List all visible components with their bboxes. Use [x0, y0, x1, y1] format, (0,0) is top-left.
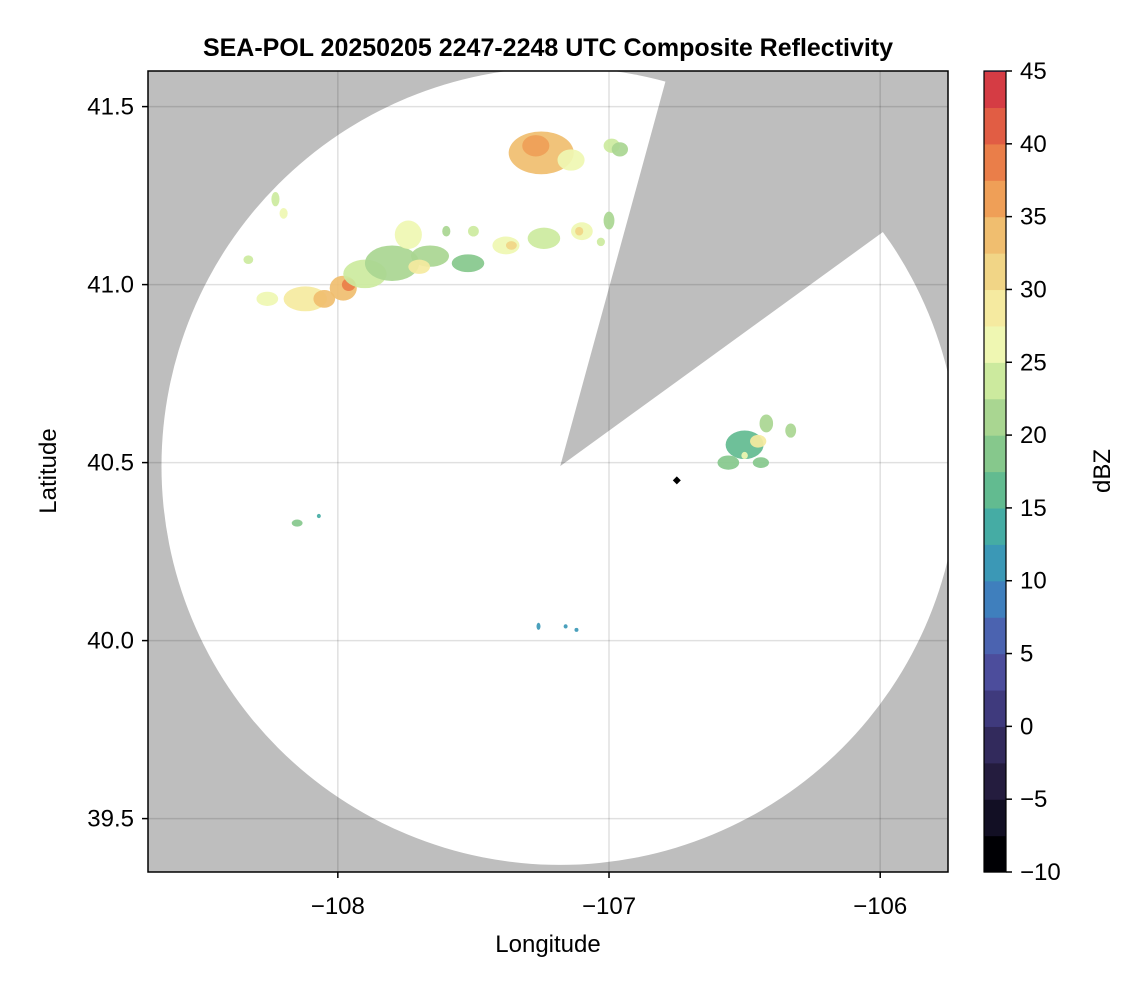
reflectivity-cell: [468, 225, 479, 237]
reflectivity-cell: [291, 519, 303, 527]
colorbar-segment: [984, 362, 1006, 400]
reflectivity-cell: [563, 624, 568, 629]
colorbar-segment: [984, 107, 1006, 145]
reflectivity-cell: [522, 135, 550, 157]
colorbar-segment: [984, 580, 1006, 618]
colorbar-tick-label: −10: [1020, 859, 1061, 886]
y-tick-label: 39.5: [87, 806, 134, 833]
colorbar-segment: [984, 799, 1006, 837]
blocked-sector: [560, 71, 948, 467]
colorbar-tick-label: 15: [1020, 495, 1047, 522]
colorbar-tick-label: 20: [1020, 422, 1047, 449]
colorbar-segment: [984, 398, 1006, 436]
colorbar-tick-label: 10: [1020, 568, 1047, 595]
y-tick-label: 41.5: [87, 94, 134, 121]
reflectivity-cell: [256, 291, 279, 306]
colorbar-segment: [984, 726, 1006, 764]
colorbar-segment: [984, 835, 1006, 873]
reflectivity-cell: [611, 142, 628, 157]
reflectivity-cell: [750, 434, 767, 448]
reflectivity-cell: [283, 286, 327, 312]
reflectivity-cell: [505, 241, 517, 250]
y-axis-label: Latitude: [35, 428, 62, 513]
axes: −108 −107 −106 39.5 40.0 40.5 41.0 41.5: [87, 94, 907, 920]
y-tick-label: 40.5: [87, 450, 134, 477]
colorbar-segment: [984, 435, 1006, 473]
x-tick-label: −108: [311, 893, 365, 920]
reflectivity-cell: [785, 423, 797, 438]
reflectivity-cell: [271, 192, 280, 207]
plot-frame: [147, 70, 949, 873]
colorbar-segment: [984, 689, 1006, 727]
colorbar-tick-label: −5: [1020, 786, 1047, 813]
reflectivity-cell: [364, 245, 420, 282]
colorbar-segment: [984, 762, 1006, 800]
colorbar-segment: [984, 289, 1006, 327]
reflectivity-cell: [316, 513, 321, 519]
reflectivity-cell: [717, 455, 740, 470]
colorbar-segment: [984, 325, 1006, 363]
colorbar-segment: [984, 216, 1006, 254]
colorbar-tick-label: 35: [1020, 204, 1047, 231]
reflectivity-cell: [313, 289, 336, 308]
colorbar-segment: [984, 507, 1006, 545]
y-tick-label: 40.0: [87, 628, 134, 655]
chart-title: SEA-POL 20250205 2247-2248 UTC Composite…: [203, 34, 893, 62]
colorbar-tick-label: 5: [1020, 641, 1033, 668]
reflectivity-cell: [408, 259, 431, 274]
y-tick-label: 41.0: [87, 272, 134, 299]
reflectivity-cell: [596, 237, 605, 247]
colorbar-segment: [984, 617, 1006, 655]
colorbar-segment: [984, 253, 1006, 291]
reflectivity-cell: [279, 208, 288, 219]
reflectivity-cell: [243, 255, 254, 264]
reflectivity-cell: [752, 457, 770, 468]
colorbar-tick-label: 25: [1020, 349, 1047, 376]
x-axis-label: Longitude: [495, 931, 600, 958]
colorbar-segment: [984, 71, 1006, 109]
reflectivity-cell: [741, 451, 748, 460]
colorbar-tick-label: 30: [1020, 276, 1047, 303]
reflectivity-cell: [557, 149, 585, 171]
reflectivity-cell: [575, 226, 584, 236]
colorbar-segment: [984, 544, 1006, 582]
reflectivity-cell: [536, 622, 541, 630]
colorbar-segment: [984, 653, 1006, 691]
reflectivity-cell: [603, 211, 615, 230]
colorbar-tick-label: 45: [1020, 58, 1047, 85]
colorbar-segment: [984, 471, 1006, 509]
reflectivity-cell: [492, 236, 520, 255]
x-tick-label: −106: [853, 893, 907, 920]
colorbar-frame: [983, 70, 1007, 873]
plot-area: [148, 71, 948, 872]
colorbar-tick-label: 0: [1020, 713, 1033, 740]
reflectivity-cell: [574, 627, 579, 632]
x-tick-label: −107: [582, 893, 636, 920]
colorbar: −10 −5 0 5 10 15 20 25 30 35 40 45: [983, 58, 1061, 886]
reflectivity-cell: [394, 220, 422, 249]
colorbar-segment: [984, 180, 1006, 218]
reflectivity-cell: [527, 227, 561, 250]
radar-location-marker: [672, 476, 681, 485]
colorbar-label: dBZ: [1089, 449, 1116, 493]
reflectivity-cell: [451, 254, 485, 273]
colorbar-tick-label: 40: [1020, 131, 1047, 158]
reflectivity-cell: [759, 414, 774, 433]
reflectivity-cell: [442, 225, 451, 237]
colorbar-segment: [984, 143, 1006, 181]
